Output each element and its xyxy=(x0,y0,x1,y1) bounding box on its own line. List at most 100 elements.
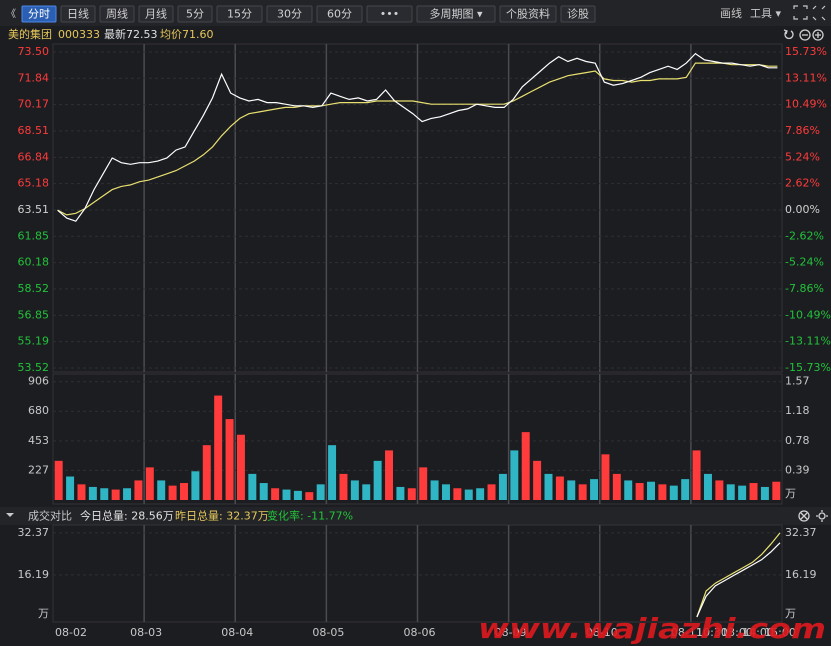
volume-bar xyxy=(396,486,405,500)
volume-bar xyxy=(578,484,587,500)
toolbar-button[interactable] xyxy=(138,5,174,23)
y2-tick-label: 16.19 xyxy=(785,568,817,581)
toolbar-button-label[interactable]: 分时 xyxy=(28,8,50,21)
toolbar-button[interactable] xyxy=(21,5,57,23)
toolbar-button-label[interactable]: 日线 xyxy=(67,7,89,21)
volume-bar xyxy=(624,480,633,500)
tools-menu[interactable]: 工具 ▾ xyxy=(750,7,781,20)
y-tick-label: 71.84 xyxy=(18,71,50,84)
unit-label: 万 xyxy=(785,487,796,500)
compare-icons[interactable] xyxy=(798,510,828,522)
toolbar-button-label[interactable]: 5分 xyxy=(186,8,204,21)
toolbar-button[interactable] xyxy=(499,5,557,23)
toolbar-button-label[interactable]: 多周期图 ▾ xyxy=(429,7,482,21)
toolbar-button[interactable] xyxy=(60,5,96,23)
x-tick-label: 08-04 xyxy=(221,626,253,639)
y-tick-label: 73.50 xyxy=(18,45,50,58)
toolbar-button[interactable] xyxy=(216,5,263,23)
volume-bar xyxy=(111,489,120,500)
toolbar-button-label[interactable]: 60分 xyxy=(327,8,352,21)
y2-tick-label: 0.00% xyxy=(785,203,820,216)
volume-bar xyxy=(157,480,166,500)
toolbar-button-label[interactable]: 15分 xyxy=(227,8,252,21)
volume-bar xyxy=(555,476,564,500)
latest-price: 最新72.53 xyxy=(104,27,158,41)
y2-tick-label: -2.62% xyxy=(785,229,824,242)
volume-bar xyxy=(100,488,109,500)
toolbar-button-label[interactable]: 月线 xyxy=(145,7,167,21)
y-tick-label: 58.52 xyxy=(18,282,50,295)
back-button[interactable]: 《 xyxy=(6,8,16,20)
y-tick-label: 906 xyxy=(28,375,49,388)
volume-bar xyxy=(373,460,382,500)
toolbar-button-label[interactable]: 30分 xyxy=(277,8,302,21)
volume-bar xyxy=(293,490,302,500)
volume-bar xyxy=(510,450,519,500)
volume-bar xyxy=(191,471,200,500)
toolbar-button[interactable] xyxy=(177,5,213,23)
y2-tick-label: -7.86% xyxy=(785,282,824,295)
price-line xyxy=(57,52,778,222)
volume-bar xyxy=(214,395,223,500)
toolbar-button[interactable] xyxy=(316,5,363,23)
volume-bar xyxy=(316,484,325,500)
toolbar-button-label[interactable]: ••• xyxy=(380,8,399,21)
fullscreen-icon[interactable] xyxy=(793,5,826,21)
volume-bar xyxy=(567,480,576,500)
volume-bar xyxy=(123,488,132,500)
toolbar-button-label[interactable]: 个股资料 xyxy=(506,7,550,21)
y2-tick-label: 1.18 xyxy=(785,404,810,417)
toolbar-button[interactable] xyxy=(99,5,135,23)
draw-tool[interactable]: 画线 xyxy=(720,6,742,20)
y-tick-label: 70.17 xyxy=(18,98,50,111)
toolbar-button-label[interactable]: 周线 xyxy=(106,7,128,21)
y2-tick-label: 7.86% xyxy=(785,124,820,137)
volume-bar xyxy=(635,483,644,500)
volume-bar xyxy=(692,450,701,500)
volume-bar xyxy=(453,488,462,500)
y2-tick-label: -15.73% xyxy=(785,361,831,374)
toolbar-button[interactable] xyxy=(416,5,496,23)
toolbar-button[interactable] xyxy=(266,5,313,23)
toolbar-button[interactable] xyxy=(366,5,413,23)
volume-bar xyxy=(681,479,690,500)
volume-bar xyxy=(145,467,154,500)
toolbar-button[interactable] xyxy=(560,5,596,23)
toolbar-button-label[interactable]: 诊股 xyxy=(567,7,589,21)
volume-bar xyxy=(407,488,416,500)
x-tick-label: 08-09 xyxy=(495,626,527,639)
y2-tick-label: 32.37 xyxy=(785,526,817,539)
unit-label: 万 xyxy=(38,607,49,620)
y2-tick-label: 2.62% xyxy=(785,177,820,190)
y2-tick-label: -10.49% xyxy=(785,308,831,321)
compare-header-text: 今日总量: 28.56万 xyxy=(80,509,174,523)
volume-bar xyxy=(419,467,428,500)
volume-bar xyxy=(738,485,747,500)
y-tick-label: 53.52 xyxy=(18,361,50,374)
y-tick-label: 63.51 xyxy=(18,203,50,216)
x-tick-label: 08-11 xyxy=(671,626,703,639)
volume-bar xyxy=(772,481,781,500)
y2-tick-label: 5.24% xyxy=(785,150,820,163)
x-tick-label: 08-02 xyxy=(55,626,87,639)
volume-bar xyxy=(88,486,97,500)
y-tick-label: 65.18 xyxy=(18,177,50,190)
volume-bar xyxy=(259,483,268,500)
today-volume-line xyxy=(696,542,781,618)
y-tick-label: 66.84 xyxy=(18,150,50,163)
collapse-icon[interactable] xyxy=(6,513,14,517)
volume-bar xyxy=(134,480,143,500)
y2-tick-label: 13.11% xyxy=(785,71,827,84)
volume-bar xyxy=(658,484,667,500)
volume-bar xyxy=(647,481,655,500)
y2-tick-label: 10.49% xyxy=(785,98,827,111)
pane-icons[interactable] xyxy=(783,29,824,41)
y-tick-label: 227 xyxy=(28,463,49,476)
volume-bar xyxy=(202,445,211,500)
volume-bar xyxy=(54,460,63,500)
volume-bar xyxy=(544,473,553,500)
compare-header-text: 昨日总量: 32.37万 xyxy=(175,509,269,523)
compare-header xyxy=(0,507,831,525)
volume-bar xyxy=(590,479,599,500)
